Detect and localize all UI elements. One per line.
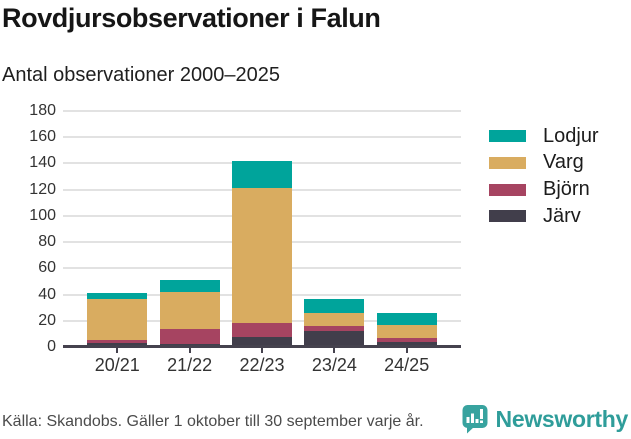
brand-logo: Newsworthy [462, 404, 628, 434]
brand-name: Newsworthy [495, 405, 629, 432]
x-axis-tick [333, 348, 336, 353]
y-axis-label: 120 [29, 180, 56, 198]
bar-21-22 [159, 280, 220, 347]
y-axis-label: 100 [29, 206, 56, 224]
x-axis-line [63, 345, 461, 348]
segment-björn [232, 323, 292, 337]
x-axis-tick [405, 348, 408, 353]
x-axis-label: 20/21 [94, 355, 140, 375]
legend-swatch-icon [489, 130, 526, 142]
y-axis-label: 40 [38, 285, 56, 303]
x-axis-tick [188, 348, 191, 353]
bar-24-25 [376, 312, 437, 347]
segment-varg [376, 324, 437, 338]
gridline-y180 [63, 110, 461, 112]
y-axis-label: 160 [29, 128, 56, 146]
segment-järv [376, 341, 437, 347]
legend-label: Björn [543, 178, 590, 201]
segment-järv [232, 336, 292, 347]
source-note: Källa: Skandobs. Gäller 1 oktober till 3… [2, 413, 424, 430]
y-axis-label: 80 [38, 233, 56, 251]
segment-lodjur [232, 160, 292, 189]
segment-lodjur [376, 312, 437, 325]
segment-varg [232, 188, 292, 324]
segment-björn [87, 340, 148, 344]
bar-23-24 [304, 298, 365, 347]
segment-varg [159, 291, 220, 329]
segment-björn [159, 328, 220, 345]
plot-area [63, 110, 461, 347]
segment-varg [87, 298, 148, 341]
segment-lodjur [87, 293, 148, 299]
segment-björn [376, 337, 437, 342]
legend-item-björn: Björn [489, 178, 590, 201]
legend-swatch-icon [489, 156, 526, 169]
legend-item-järv: Järv [489, 205, 581, 227]
legend-item-varg: Varg [489, 151, 584, 174]
segment-lodjur [159, 280, 220, 292]
y-axis-label: 0 [47, 338, 56, 355]
x-axis-tick [116, 348, 119, 353]
newsworthy-speech-bubble-chart-icon [462, 405, 488, 434]
legend-swatch-icon [489, 210, 526, 223]
legend-label: Lodjur [543, 124, 599, 147]
segment-lodjur [304, 298, 365, 313]
segment-järv [304, 331, 365, 347]
y-axis-label: 140 [29, 154, 56, 172]
x-axis-label: 23/24 [311, 355, 357, 375]
y-axis-label: 20 [38, 311, 56, 329]
legend-label: Järv [543, 204, 581, 227]
x-axis-label: 24/25 [384, 355, 430, 375]
bar-22-23 [232, 160, 292, 347]
legend-swatch-icon [489, 183, 526, 196]
x-axis-tick [261, 348, 263, 353]
x-axis-label: 21/22 [167, 355, 213, 375]
y-axis-label: 60 [38, 259, 56, 277]
bar-20-21 [87, 293, 148, 347]
legend-label: Varg [543, 151, 584, 174]
chart-subtitle: Antal observationer 2000–2025 [2, 64, 280, 86]
legend-item-lodjur: Lodjur [489, 125, 599, 147]
y-axis-label: 180 [29, 102, 56, 119]
x-axis-label: 22/23 [239, 355, 285, 375]
segment-varg [304, 312, 365, 327]
segment-björn [304, 326, 365, 332]
gridline-y160 [63, 136, 461, 139]
page-title: Rovdjursobservationer i Falun [2, 3, 381, 33]
